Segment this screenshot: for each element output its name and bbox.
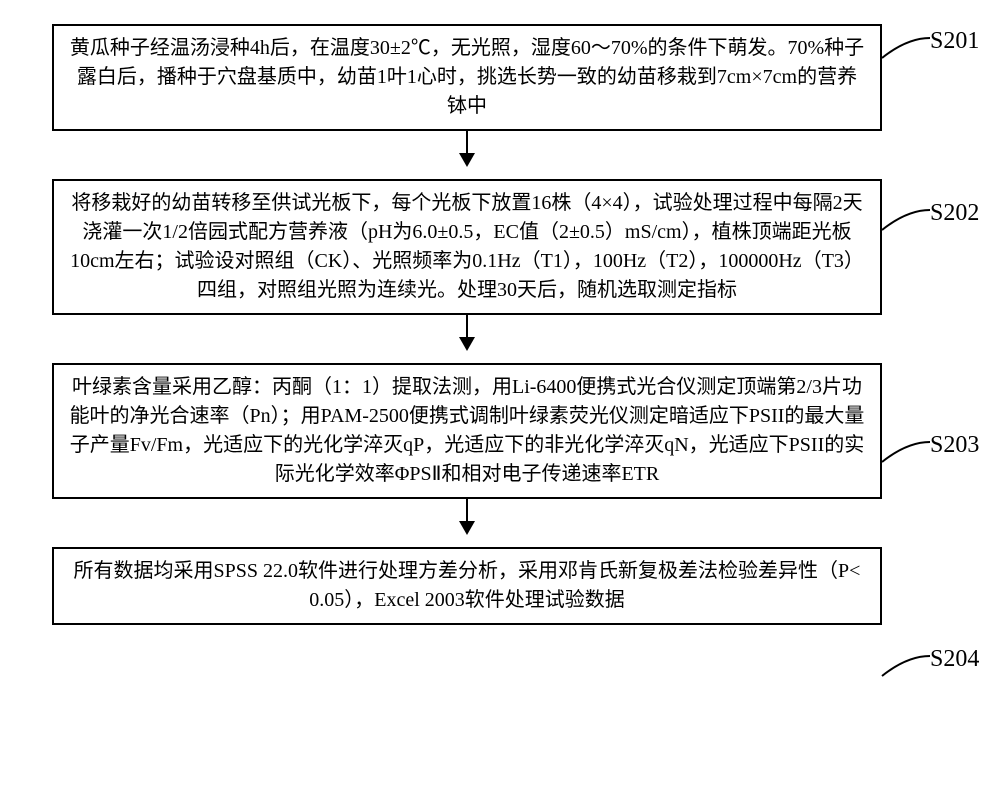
step-label-2: S202 bbox=[930, 200, 979, 227]
step-box-2: 将移栽好的幼苗转移至供试光板下，每个光板下放置16株（4×4），试验处理过程中每… bbox=[52, 179, 882, 315]
step-text: 叶绿素含量采用乙醇：丙酮（1：1）提取法测，用Li-6400便携式光合仪测定顶端… bbox=[70, 376, 865, 485]
step-text: 黄瓜种子经温汤浸种4h后，在温度30±2℃，无光照，湿度60～70%的条件下萌发… bbox=[70, 37, 864, 117]
step-text: 所有数据均采用SPSS 22.0软件进行处理方差分析，采用邓肯氏新复极差法检验差… bbox=[74, 560, 861, 611]
arrow-2 bbox=[52, 315, 882, 363]
step-label-3: S203 bbox=[930, 432, 979, 459]
flowchart: 黄瓜种子经温汤浸种4h后，在温度30±2℃，无光照，湿度60～70%的条件下萌发… bbox=[52, 24, 882, 625]
label-connector-2 bbox=[882, 210, 932, 240]
step-box-4: 所有数据均采用SPSS 22.0软件进行处理方差分析，采用邓肯氏新复极差法检验差… bbox=[52, 547, 882, 625]
arrow-1 bbox=[52, 131, 882, 179]
label-connector-3 bbox=[882, 442, 932, 472]
step-text: 将移栽好的幼苗转移至供试光板下，每个光板下放置16株（4×4），试验处理过程中每… bbox=[70, 192, 864, 301]
step-label-1: S201 bbox=[930, 28, 979, 55]
arrow-3 bbox=[52, 499, 882, 547]
step-box-1: 黄瓜种子经温汤浸种4h后，在温度30±2℃，无光照，湿度60～70%的条件下萌发… bbox=[52, 24, 882, 131]
step-box-3: 叶绿素含量采用乙醇：丙酮（1：1）提取法测，用Li-6400便携式光合仪测定顶端… bbox=[52, 363, 882, 499]
label-connector-1 bbox=[882, 38, 932, 68]
label-connector-4 bbox=[882, 656, 932, 686]
step-label-4: S204 bbox=[930, 646, 979, 673]
